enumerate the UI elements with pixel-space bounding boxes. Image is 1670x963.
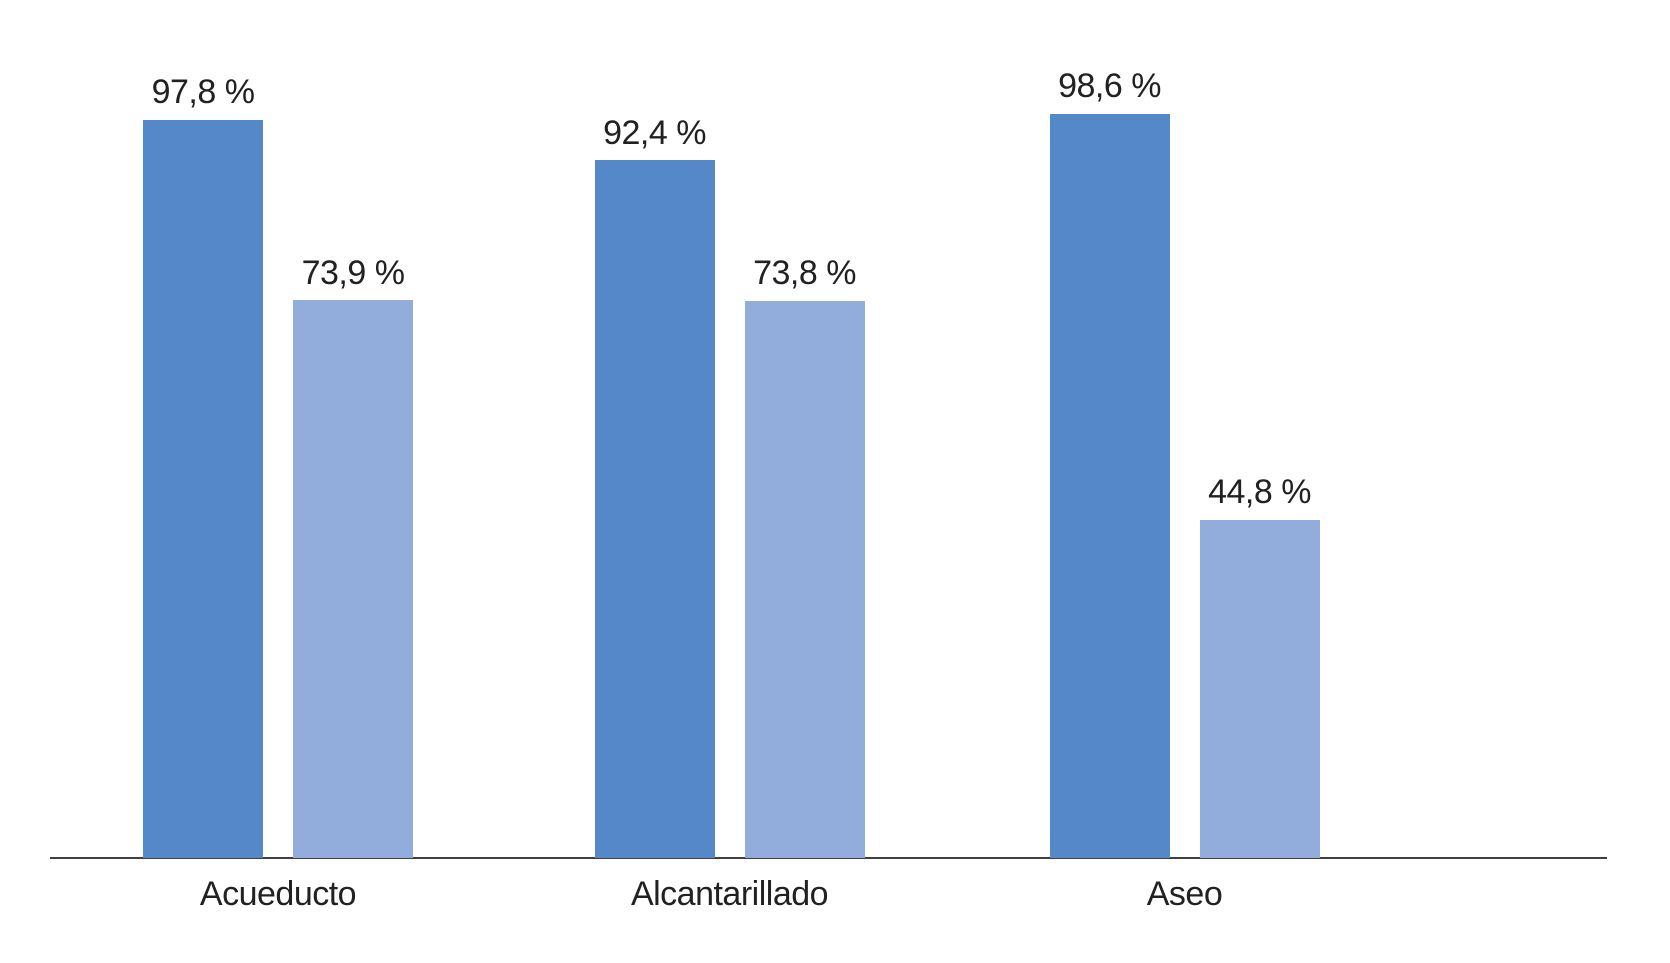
bar: [143, 119, 263, 858]
value-label: 97,8 %: [151, 73, 255, 112]
value-label: 73,8 %: [753, 254, 856, 293]
category-label: Aseo: [1146, 875, 1223, 913]
bar: [594, 160, 715, 858]
bar: [293, 300, 413, 858]
category-label: Alcantarillado: [630, 875, 829, 913]
bar: [1199, 519, 1320, 858]
category-label: Acueducto: [199, 875, 357, 913]
value-label: 98,6 %: [1058, 67, 1161, 106]
value-label: 92,4 %: [603, 114, 706, 152]
x-axis-line: [50, 857, 1607, 859]
bar: [744, 300, 865, 858]
bar: [1049, 113, 1170, 858]
value-label: 44,8 %: [1208, 473, 1311, 512]
value-label: 73,9 %: [301, 253, 405, 292]
